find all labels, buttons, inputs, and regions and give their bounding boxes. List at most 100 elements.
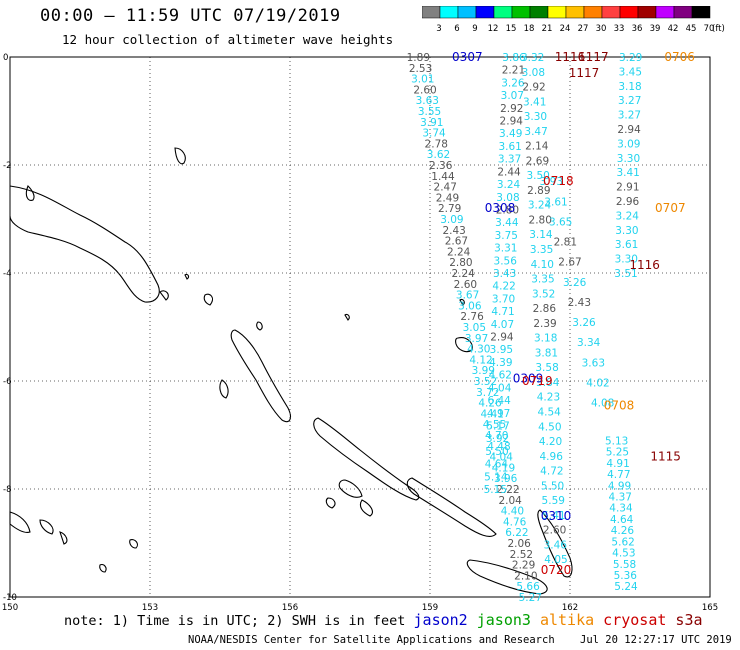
wave-height-value: 2.67 <box>445 236 468 248</box>
wave-height-value: 3.18 <box>534 333 557 345</box>
altimeter-track: 3.862.213.263.072.922.943.493.613.372.44… <box>484 52 526 496</box>
wave-height-value: 1.44 <box>431 171 455 183</box>
coastline-santa-isabel <box>406 477 497 537</box>
pass-time-label: 0307 <box>452 50 483 64</box>
mission-s3a: s3a <box>666 611 703 629</box>
wave-height-value: 3.08 <box>496 192 519 204</box>
wave-height-value: 3.62 <box>427 149 450 161</box>
wave-height-value: 3.07 <box>501 90 524 102</box>
wave-height-value: 4.62 <box>489 370 512 382</box>
coastline-isle-4 <box>203 293 214 306</box>
wave-height-value: 3.95 <box>490 344 513 356</box>
wave-height-value: 3.43 <box>493 268 516 280</box>
coastline-atoll-2 <box>344 313 350 321</box>
legend-tick-label: 33 <box>614 24 625 34</box>
wave-height-value: 3.56 <box>494 255 518 267</box>
wave-height-value: 3.41 <box>523 96 546 108</box>
altimeter-track: 5.135.254.914.774.994.374.344.644.265.62… <box>605 435 638 593</box>
wave-height-value: 3.09 <box>440 214 463 226</box>
wave-height-value: 2.53 <box>409 63 432 75</box>
wave-height-value: 4.64 <box>485 459 509 471</box>
wave-height-value: 3.24 <box>528 200 552 212</box>
wave-height-value: 2.81 <box>554 237 577 249</box>
wave-height-value: 5.66 <box>516 581 540 593</box>
wave-height-value: 4.55 <box>483 419 506 431</box>
wave-height-value: 4.77 <box>607 469 630 481</box>
wave-height-value: 4.10 <box>531 259 554 271</box>
legend-swatch <box>691 6 711 19</box>
wave-height-value: 2.43 <box>568 297 591 309</box>
wave-height-value: 3.32 <box>521 52 544 64</box>
pass-time-label: 1116 <box>555 50 586 64</box>
pass-time-label: 0309 <box>513 371 544 385</box>
coastline-new-georgia <box>325 479 373 517</box>
wave-height-value: 2.47 <box>434 182 457 194</box>
wave-height-value: 3.31 <box>494 243 517 255</box>
coastline-atoll <box>459 298 465 306</box>
wave-height-value: 4.20 <box>539 436 562 448</box>
wave-height-value: 4.37 <box>609 491 632 503</box>
wave-height-value: 5.13 <box>605 435 628 447</box>
altimeter-track: 1.892.533.012.603.633.553.913.742.783.62… <box>407 52 542 604</box>
coastline-isle-1 <box>174 147 186 165</box>
pass-time-label: 1115 <box>650 450 681 464</box>
wave-height-value: 2.49 <box>436 192 459 204</box>
wave-height-value: 3.44 <box>495 217 519 229</box>
mission-altika: altika <box>530 611 595 629</box>
legend-tick-label: 70 <box>704 24 715 34</box>
y-tick-label: -2 <box>3 161 11 171</box>
y-tick-label: -10 <box>3 593 17 603</box>
coastline <box>9 147 573 595</box>
wave-height-value: 1.89 <box>407 52 430 64</box>
wave-height-value: 2.94 <box>617 124 641 136</box>
wave-height-value: 3.65 <box>549 216 572 228</box>
wave-height-value: 3.51 <box>614 268 637 280</box>
wave-height-value: 2.91 <box>616 182 639 194</box>
graticule <box>10 57 710 597</box>
wave-height-value: 4.26 <box>611 525 635 537</box>
legend-tick-label: 3 <box>436 24 441 34</box>
wave-height-value: 3.46 <box>544 539 568 551</box>
wave-height-value: 6.22 <box>505 527 528 539</box>
wave-height-value: 3.08 <box>522 67 545 79</box>
coastline-isle-5 <box>256 321 263 331</box>
wave-height-value: 4.71 <box>491 306 514 318</box>
mission-jason2: jason2 <box>413 611 468 629</box>
wave-height-value: 3.55 <box>418 106 441 118</box>
coastline-malaita <box>537 509 573 578</box>
wave-height-value: 2.22 <box>496 484 519 496</box>
wave-height-value: 4.64 <box>610 514 634 526</box>
legend-tick-label: 12 <box>488 24 499 34</box>
wave-height-value: 3.27 <box>618 110 641 122</box>
wave-height-value: 3.49 <box>499 128 522 140</box>
coastline-new-ireland <box>9 185 160 303</box>
wave-height-value: 3.81 <box>535 347 558 359</box>
legend-tick-label: 9 <box>472 24 477 34</box>
wave-height-value: 3.99 <box>472 365 495 377</box>
wave-height-value: 4.05 <box>544 554 567 566</box>
wave-height-value: 4.91 <box>606 458 629 470</box>
wave-height-value: 2.36 <box>429 160 453 172</box>
pass-time-label: 0310 <box>541 509 572 523</box>
wave-height-value: 2.39 <box>533 318 556 330</box>
pass-time-label: 0720 <box>541 563 572 577</box>
mission-jason3: jason3 <box>467 611 531 629</box>
legend-tick-label: 30 <box>596 24 607 34</box>
x-tick-label: 150 <box>2 603 18 613</box>
legend-tick-label: 42 <box>668 24 679 34</box>
wave-height-value: 2.60 <box>454 279 477 291</box>
wave-height-value: 3.63 <box>416 95 439 107</box>
x-tick-label: 159 <box>422 603 438 613</box>
legend-tick-label: 15 <box>506 24 517 34</box>
wave-height-value: 2.24 <box>447 246 471 258</box>
wave-height-value: 2.52 <box>510 549 533 561</box>
wave-height-value: 3.50 <box>526 170 549 182</box>
wave-height-value: 2.80 <box>496 204 519 216</box>
map-frame <box>9 56 711 598</box>
wave-height-value: 3.61 <box>615 239 638 251</box>
wave-height-value: 3.84 <box>536 377 560 389</box>
wave-height-value: 2.94 <box>490 332 514 344</box>
wave-height-value: 2.69 <box>526 155 549 167</box>
legend-unit-label: (ft) <box>712 24 725 34</box>
wave-height-value: 3.93 <box>540 176 563 188</box>
